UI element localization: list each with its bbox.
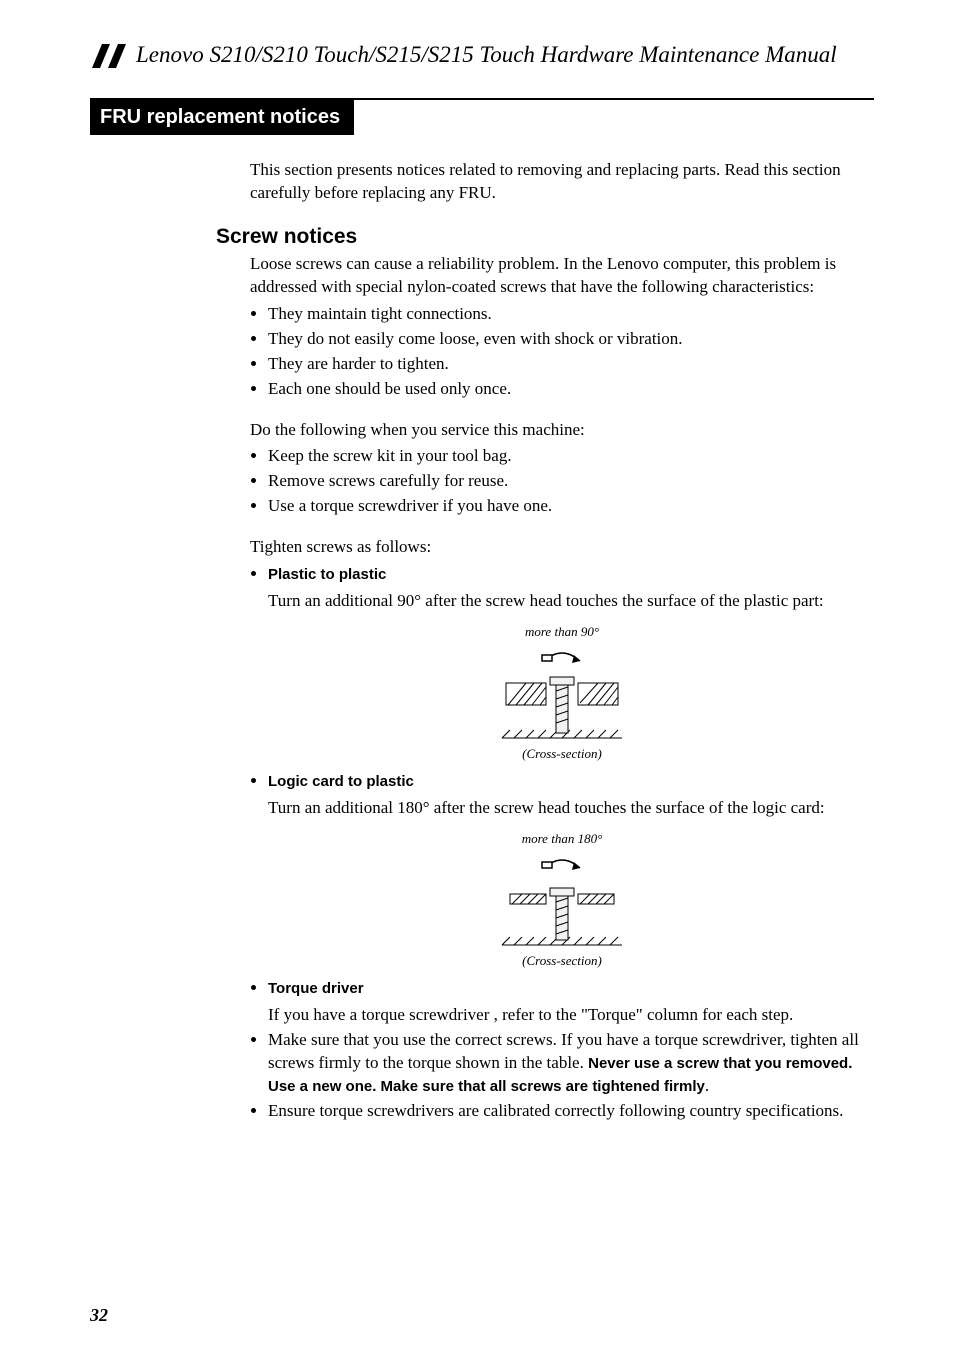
- tighten-intro: Tighten screws as follows:: [250, 536, 874, 559]
- body: This section presents notices related to…: [250, 159, 874, 205]
- plastic-item: Plastic to plastic: [268, 563, 874, 586]
- page-header: Lenovo S210/S210 Touch/S215/S215 Touch H…: [90, 40, 874, 70]
- torque-label: Torque driver: [268, 980, 364, 997]
- list-item: Each one should be used only once.: [268, 378, 874, 401]
- diagram2-bottom-caption: (Cross-section): [250, 952, 874, 970]
- list-item: They maintain tight connections.: [268, 303, 874, 326]
- screw-notices-heading: Screw notices: [216, 225, 874, 249]
- tighten-list-3: Torque driver: [250, 977, 874, 1000]
- torque-text: If you have a torque screwdriver , refer…: [268, 1004, 874, 1027]
- final-list: Make sure that you use the correct screw…: [250, 1029, 874, 1123]
- page-number: 32: [90, 1305, 108, 1326]
- section-intro: This section presents notices related to…: [250, 159, 874, 205]
- diagram-90: more than 90°: [250, 623, 874, 762]
- cross-section-180-svg: [482, 850, 642, 950]
- screw-body: Loose screws can cause a reliability pro…: [250, 253, 874, 1123]
- service-intro: Do the following when you service this m…: [250, 419, 874, 442]
- tighten-list: Plastic to plastic: [250, 563, 874, 586]
- section-bar: FRU replacement notices: [90, 98, 874, 135]
- make-sure-item: Make sure that you use the correct screw…: [268, 1029, 874, 1098]
- list-item: Keep the screw kit in your tool bag.: [268, 445, 874, 468]
- lenovo-slash-logo: [90, 42, 128, 70]
- plastic-text: Turn an additional 90° after the screw h…: [268, 590, 874, 613]
- service-list: Keep the screw kit in your tool bag. Rem…: [250, 445, 874, 518]
- diagram2-top-caption: more than 180°: [250, 830, 874, 848]
- header-title: Lenovo S210/S210 Touch/S215/S215 Touch H…: [136, 40, 837, 70]
- logic-text: Turn an additional 180° after the screw …: [268, 797, 874, 820]
- cross-section-90-svg: [482, 643, 642, 743]
- diagram-180: more than 180°: [250, 830, 874, 969]
- characteristics-list: They maintain tight connections. They do…: [250, 303, 874, 401]
- section-title: FRU replacement notices: [90, 100, 354, 135]
- diagram1-top-caption: more than 90°: [250, 623, 874, 641]
- tighten-list-2: Logic card to plastic: [250, 770, 874, 793]
- plastic-label: Plastic to plastic: [268, 566, 386, 583]
- screw-intro: Loose screws can cause a reliability pro…: [250, 253, 874, 299]
- list-item: Remove screws carefully for reuse.: [268, 470, 874, 493]
- ensure-item: Ensure torque screwdrivers are calibrate…: [268, 1100, 874, 1123]
- list-item: Use a torque screwdriver if you have one…: [268, 495, 874, 518]
- list-item: They do not easily come loose, even with…: [268, 328, 874, 351]
- logic-label: Logic card to plastic: [268, 773, 414, 790]
- logic-item: Logic card to plastic: [268, 770, 874, 793]
- torque-item: Torque driver: [268, 977, 874, 1000]
- diagram1-bottom-caption: (Cross-section): [250, 745, 874, 763]
- make-sure-post: .: [705, 1076, 709, 1095]
- list-item: They are harder to tighten.: [268, 353, 874, 376]
